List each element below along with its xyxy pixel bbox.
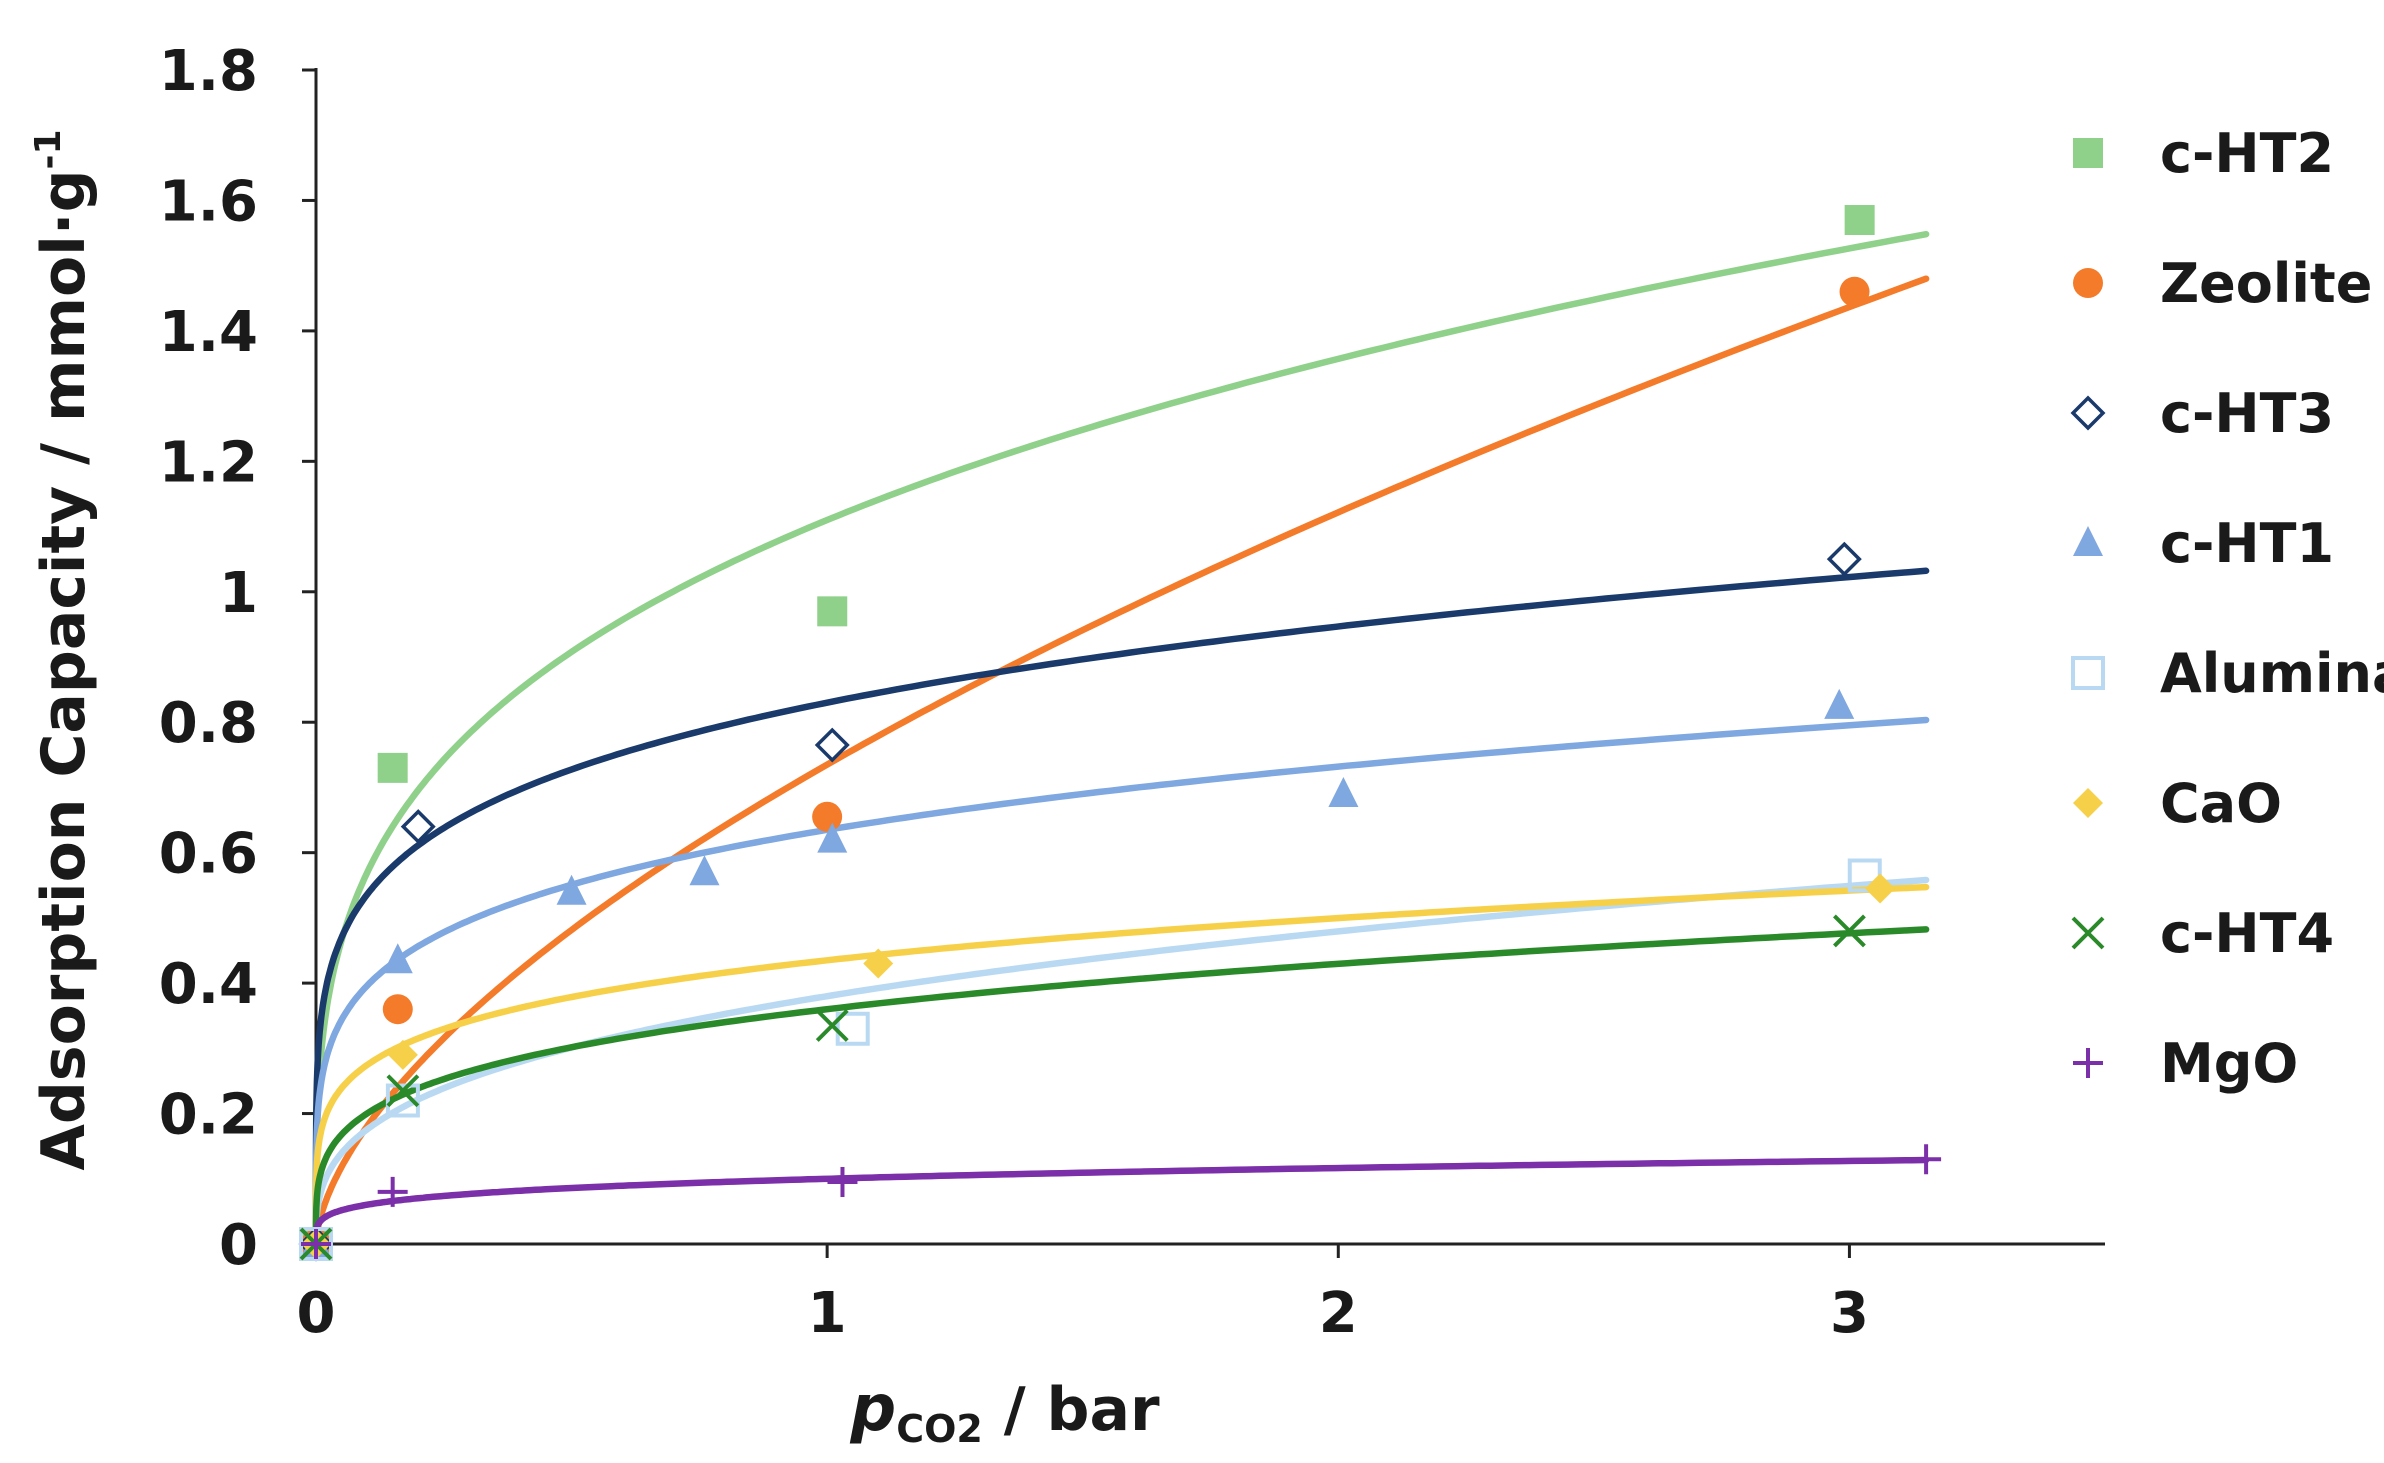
legend-label: c-HT2 bbox=[2160, 122, 2334, 185]
data-markers bbox=[298, 205, 1942, 1262]
fit-line-c-ht3 bbox=[312, 567, 1930, 1248]
legend-label: c-HT3 bbox=[2160, 382, 2334, 445]
x-axis-title-p: p bbox=[849, 1372, 896, 1446]
fit-line-mgo bbox=[312, 1156, 1930, 1248]
legend-marker-mgo bbox=[2073, 1048, 2103, 1078]
y-tick-label: 0.4 bbox=[159, 952, 258, 1017]
legend-label: c-HT1 bbox=[2160, 512, 2334, 575]
data-point-c-ht1 bbox=[689, 855, 720, 886]
legend-marker-cao bbox=[2073, 788, 2103, 818]
legend: c-HT2 Zeolite c-HT3 c-HT1 Alumina CaO c-HT4 MgO bbox=[2070, 122, 2384, 1095]
legend-marker-zeolite bbox=[2073, 268, 2103, 298]
x-tick-label: 0 bbox=[297, 1281, 336, 1346]
legend-label: MgO bbox=[2160, 1032, 2298, 1095]
y-tick-label: 1.6 bbox=[159, 169, 258, 234]
y-tick-label: 1.8 bbox=[159, 39, 258, 104]
y-tick-label: 0.6 bbox=[159, 822, 258, 887]
axes: 0 0.2 0.4 0.6 0.8 1 1.2 1.4 1.6 1.8 0 1 2 3 bbox=[159, 39, 2105, 1346]
fit-line-zeolite bbox=[312, 275, 1930, 1248]
data-point-cao bbox=[1865, 873, 1896, 904]
data-point-c-ht2 bbox=[817, 596, 848, 627]
data-point-alumina bbox=[385, 1083, 420, 1118]
y-axis-title: Adsorption Capacity / mmol·g-1 bbox=[28, 129, 99, 1170]
data-point-c-ht2 bbox=[377, 752, 408, 783]
legend-marker-c-ht3 bbox=[2070, 395, 2106, 431]
legend-label: Zeolite bbox=[2160, 252, 2372, 315]
x-tick-label: 1 bbox=[808, 1281, 847, 1346]
data-point-c-ht1 bbox=[382, 943, 413, 974]
data-point-c-ht1 bbox=[1824, 688, 1855, 719]
data-point-mgo bbox=[1911, 1144, 1942, 1175]
legend-label: CaO bbox=[2160, 772, 2282, 835]
fit-line-c-ht1 bbox=[312, 716, 1930, 1248]
data-point-mgo bbox=[301, 1229, 331, 1259]
data-point-cao bbox=[863, 948, 894, 979]
legend-marker-c-ht4 bbox=[2071, 916, 2105, 950]
data-point-cao bbox=[387, 1039, 418, 1070]
data-point-c-ht4 bbox=[1833, 914, 1866, 948]
fit-line-alumina bbox=[312, 876, 1930, 1248]
legend-marker-c-ht1 bbox=[2073, 526, 2103, 556]
data-point-c-ht4 bbox=[815, 1009, 849, 1042]
legend-marker-alumina bbox=[2071, 656, 2105, 690]
legend-marker-c-ht2 bbox=[2073, 138, 2103, 168]
data-point-zeolite bbox=[382, 994, 413, 1025]
data-point-c-ht3 bbox=[400, 809, 436, 845]
legend-label: Alumina bbox=[2160, 642, 2384, 705]
y-tick-label: 1.4 bbox=[159, 300, 258, 365]
data-point-c-ht1 bbox=[1328, 776, 1359, 807]
x-tick-label: 2 bbox=[1319, 1281, 1358, 1346]
y-tick-label: 1.2 bbox=[159, 430, 258, 495]
y-axis-title-main: Adsorption Capacity / mmol·g bbox=[29, 169, 99, 1170]
x-tick-label: 3 bbox=[1830, 1281, 1869, 1346]
data-point-c-ht1 bbox=[817, 822, 848, 853]
data-point-c-ht4 bbox=[386, 1074, 420, 1108]
x-axis-title: pCO2 / bar bbox=[849, 1372, 1160, 1451]
x-axis-title-sub: CO2 bbox=[896, 1407, 983, 1451]
fit-line-c-ht4 bbox=[312, 926, 1930, 1248]
data-point-mgo bbox=[377, 1176, 408, 1207]
data-point-c-ht2 bbox=[1844, 205, 1875, 236]
data-point-c-ht1 bbox=[556, 874, 587, 905]
y-tick-label: 0.8 bbox=[159, 691, 258, 756]
fit-lines bbox=[312, 230, 1930, 1248]
y-tick-label: 0.2 bbox=[159, 1083, 258, 1148]
x-axis-title-rest: / bar bbox=[983, 1375, 1160, 1445]
data-point-mgo bbox=[827, 1167, 858, 1198]
data-point-c-ht3 bbox=[814, 727, 850, 763]
data-point-zeolite bbox=[812, 801, 843, 832]
y-tick-label: 0 bbox=[219, 1213, 258, 1278]
data-point-c-ht3 bbox=[1826, 541, 1862, 577]
fit-line-cao bbox=[312, 883, 1930, 1248]
y-axis-title-sup: -1 bbox=[28, 129, 69, 169]
data-point-zeolite bbox=[1839, 276, 1870, 307]
legend-label: c-HT4 bbox=[2160, 902, 2334, 965]
y-tick-label: 1 bbox=[219, 561, 258, 626]
